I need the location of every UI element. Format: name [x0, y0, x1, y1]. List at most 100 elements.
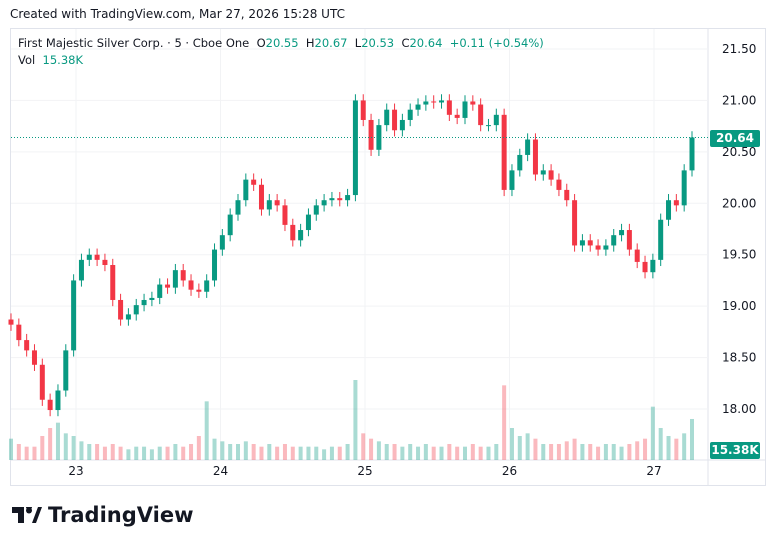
volume-bar	[627, 444, 632, 460]
candle-body	[86, 254, 92, 260]
candle-body	[47, 399, 53, 411]
candle-body	[454, 114, 460, 118]
candle-body	[141, 299, 147, 306]
x-tick-label: 25	[357, 464, 372, 478]
candle-body	[681, 170, 687, 206]
volume-bar	[243, 441, 248, 460]
volume-bar	[236, 444, 240, 460]
volume-bar	[314, 446, 319, 460]
volume-bar	[439, 446, 444, 460]
candle-body	[188, 280, 194, 290]
x-tick-label: 27	[646, 464, 661, 478]
volume-bar	[40, 436, 45, 460]
chart-legend: First Majestic Silver Corp. · 5 · Cboe O…	[18, 35, 544, 69]
volume-bar	[572, 438, 577, 460]
logo-text: TradingView	[48, 503, 194, 527]
candle-body	[337, 198, 343, 201]
open-label: O	[256, 36, 266, 50]
volume-bar	[431, 446, 436, 460]
volume-bar	[118, 446, 123, 460]
volume-bar	[282, 444, 287, 460]
volume-bar	[423, 444, 428, 460]
candle-body	[399, 119, 405, 131]
volume-bar	[564, 441, 569, 460]
candle-body	[532, 139, 538, 175]
symbol-title[interactable]: First Majestic Silver Corp. · 5 · Cboe O…	[18, 36, 250, 50]
candle-body	[603, 245, 609, 250]
volume-bar	[619, 446, 624, 460]
volume-bar	[517, 436, 522, 460]
candle-body	[485, 125, 491, 127]
candle-body	[94, 254, 100, 260]
candle-body	[548, 170, 554, 180]
volume-bar	[16, 444, 21, 460]
volume-tag: 15.38K	[710, 442, 760, 459]
candle-body	[392, 109, 398, 131]
candle-body	[478, 104, 484, 126]
candle-body	[595, 245, 601, 250]
volume-bar	[102, 446, 107, 460]
volume-bar	[306, 446, 311, 460]
volume-bar	[337, 446, 342, 460]
volume-bar	[549, 444, 554, 460]
close-label: C	[401, 36, 410, 50]
candle-body	[564, 189, 570, 201]
low-label: L	[354, 36, 362, 50]
candle-body	[282, 205, 288, 225]
volume-bar	[541, 444, 546, 460]
volume-bar	[251, 444, 256, 460]
volume-bar	[400, 446, 405, 460]
candle-body	[352, 100, 358, 196]
x-tick-label: 26	[502, 464, 517, 478]
candle-body	[204, 280, 210, 292]
volume-bar	[384, 444, 389, 460]
volume-bar	[110, 444, 115, 460]
volume-bar	[666, 436, 671, 460]
x-tick-label: 23	[68, 464, 83, 478]
candle-body	[133, 305, 139, 315]
candle-body	[360, 100, 366, 120]
volume-bar	[329, 446, 334, 460]
volume-bar	[24, 446, 29, 460]
candle-body	[446, 100, 452, 115]
candle-body	[540, 170, 546, 175]
candle-body	[321, 200, 327, 206]
volume-bar	[267, 444, 272, 460]
volume-bar	[71, 436, 76, 460]
candle-body	[313, 205, 319, 215]
last-price-tag: 20.64	[710, 130, 760, 147]
candle-body	[157, 284, 163, 298]
volume-bar	[588, 444, 593, 460]
volume-bar	[142, 446, 147, 460]
candle-body	[572, 200, 578, 246]
volume-bar	[463, 446, 467, 460]
chart-frame[interactable]	[10, 28, 766, 486]
volume-bar	[580, 444, 585, 460]
candle-body	[118, 299, 124, 320]
volume-bar	[95, 444, 100, 460]
volume-bar	[682, 433, 687, 460]
y-tick-label: 21.50	[722, 42, 756, 56]
candle-body	[493, 114, 499, 126]
candle-body	[407, 109, 413, 120]
candle-body	[431, 101, 437, 103]
candle-body	[102, 259, 108, 266]
candle-body	[16, 324, 22, 341]
volume-bar	[48, 428, 53, 460]
candle-body	[235, 200, 241, 215]
volume-bar	[212, 438, 217, 460]
volume-bar	[556, 444, 561, 460]
candle-body	[63, 350, 69, 391]
y-tick-label: 19.50	[722, 248, 756, 262]
volume-bar	[369, 438, 374, 460]
candle-body	[258, 184, 264, 210]
volume-bar	[416, 446, 421, 460]
candle-body	[587, 240, 593, 246]
candle-body	[556, 179, 562, 190]
y-tick-label: 20.00	[722, 196, 756, 210]
tradingview-logo: TradingView	[12, 503, 193, 527]
volume-bar	[650, 406, 655, 460]
candle-body	[212, 249, 218, 281]
candle-body	[345, 195, 351, 201]
